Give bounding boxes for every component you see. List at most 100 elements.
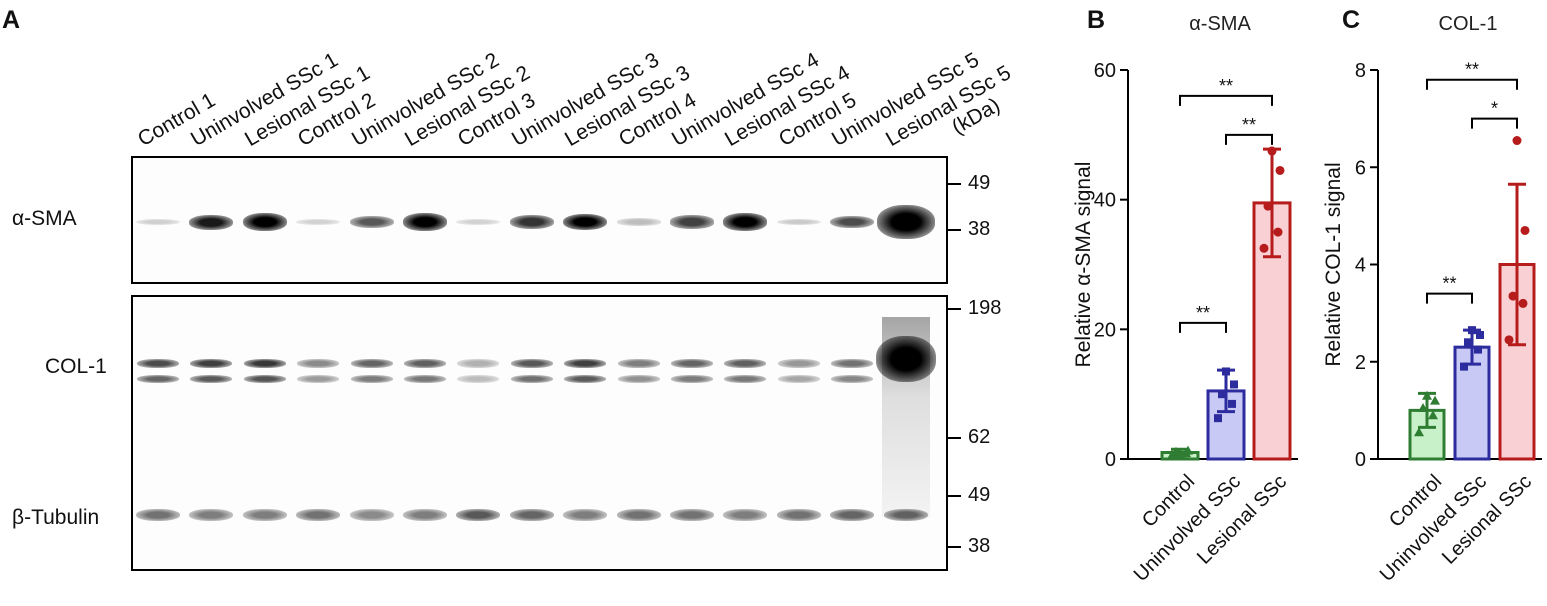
marker-tick	[947, 183, 961, 185]
sma-band	[876, 205, 935, 239]
sma-band	[776, 218, 821, 226]
col-band-lower	[297, 375, 340, 383]
data-point	[1218, 390, 1226, 399]
col-tubulin-blot	[131, 295, 948, 571]
data-point	[1430, 395, 1440, 405]
significance-label: **	[1196, 303, 1210, 323]
col-band-lower	[457, 375, 500, 383]
data-point	[1508, 291, 1518, 301]
y-tick-label: 40	[1094, 190, 1116, 212]
tubulin-band	[456, 509, 501, 521]
data-point	[1214, 414, 1222, 423]
data-point	[1183, 445, 1193, 455]
data-point	[1267, 146, 1277, 156]
sma-band	[349, 216, 394, 228]
col-band-upper	[777, 358, 820, 368]
y-axis-label: Relative COL-1 signal	[1322, 162, 1345, 366]
col-band-lower	[617, 375, 660, 383]
col-band-lower	[831, 375, 874, 383]
chart-title: α-SMA	[1189, 13, 1251, 35]
y-tick-label: 0	[1105, 449, 1116, 471]
sma-band	[563, 213, 608, 231]
tubulin-band	[616, 509, 661, 521]
panel-letter-b: B	[1087, 6, 1106, 34]
y-tick-label: 6	[1355, 157, 1366, 179]
col-band-lower	[510, 375, 553, 383]
sma-band	[723, 213, 768, 231]
data-point	[1512, 136, 1522, 146]
data-point	[1259, 243, 1269, 253]
sma-band	[403, 213, 447, 231]
data-point	[1468, 326, 1476, 335]
marker-label-62: 62	[968, 426, 991, 448]
significance-label: **	[1442, 274, 1456, 294]
y-tick-label: 20	[1094, 319, 1116, 341]
y-axis-label: Relative α-SMA signal	[1072, 162, 1095, 368]
data-point	[1222, 367, 1230, 376]
sma-band	[616, 218, 661, 226]
significance-label: **	[1242, 115, 1256, 135]
marker-tick	[947, 546, 961, 548]
data-point	[1275, 165, 1285, 175]
data-point	[1460, 362, 1468, 371]
significance-label: **	[1219, 76, 1233, 96]
significance-bracket	[1426, 78, 1518, 90]
sma-band	[830, 215, 875, 229]
significance-bracket	[1179, 321, 1227, 333]
col-band-lower	[777, 375, 820, 383]
tubulin-band	[296, 509, 341, 521]
tubulin-band	[189, 509, 234, 521]
tubulin-band	[403, 509, 447, 521]
data-point	[1175, 448, 1185, 458]
col-band-upper	[457, 358, 500, 368]
data-point	[1263, 201, 1273, 211]
col-band-upper	[831, 358, 874, 368]
col-band	[875, 336, 936, 382]
tubulin-band	[509, 509, 554, 521]
data-point	[1504, 335, 1514, 345]
marker-label-49: 49	[968, 172, 991, 194]
col-band-lower	[190, 375, 233, 383]
col-band-upper	[510, 358, 553, 368]
sma-band	[509, 215, 554, 229]
panel-letter-c: C	[1342, 6, 1361, 34]
tubulin-label: β-Tubulin	[12, 506, 100, 529]
sma-band	[136, 218, 180, 226]
marker-label-198: 198	[968, 297, 1002, 319]
data-point	[1520, 225, 1530, 235]
data-point	[1228, 399, 1236, 408]
tubulin-band	[776, 509, 821, 521]
col-band-upper	[564, 358, 607, 368]
chart-title: COL-1	[1439, 13, 1498, 35]
sma-band	[189, 214, 234, 230]
y-tick-label: 8	[1355, 60, 1366, 82]
significance-label: *	[1491, 99, 1498, 119]
significance-bracket	[1426, 292, 1473, 304]
marker-label-38: 38	[968, 218, 991, 240]
tubulin-band	[242, 509, 287, 521]
col-band-lower	[350, 375, 393, 383]
data-point	[1518, 298, 1528, 308]
col-band-upper	[671, 358, 713, 368]
data-point	[1418, 402, 1428, 412]
marker-tick	[947, 308, 961, 310]
marker-tick	[947, 495, 961, 497]
tubulin-band	[136, 509, 180, 521]
sma-band	[670, 215, 714, 229]
col-band-upper	[243, 358, 286, 368]
marker-tick	[947, 229, 961, 231]
col-band-upper	[617, 358, 660, 368]
col-band-upper	[350, 358, 393, 368]
y-tick-label: 2	[1355, 352, 1366, 374]
col-label: COL-1	[45, 355, 107, 378]
sma-band	[242, 213, 287, 231]
col-band-lower	[724, 375, 767, 383]
col-band-lower	[243, 375, 286, 383]
col-band-upper	[404, 358, 446, 368]
col-band-lower	[404, 375, 446, 383]
significance-bracket	[1471, 117, 1518, 129]
sma-band	[296, 218, 341, 226]
col-band-lower	[564, 375, 607, 383]
data-point	[1464, 338, 1472, 347]
